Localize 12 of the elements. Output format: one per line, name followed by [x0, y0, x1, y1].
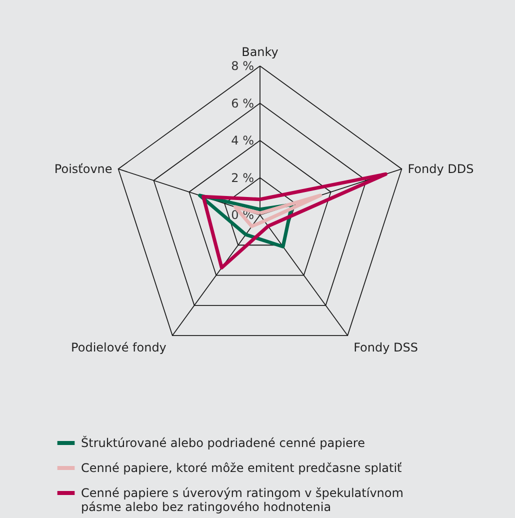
y-tick-label: 6 %: [231, 96, 254, 110]
y-tick-label: 8 %: [231, 59, 254, 73]
legend-label: Cenné papiere, ktoré môže emitent predčasne splatiť: [81, 461, 402, 475]
spoke-label: Poisťovne: [54, 162, 112, 176]
y-tick-label: 2 %: [231, 170, 254, 185]
spoke-label: Podielové fondy: [71, 340, 166, 355]
spoke-label: Banky: [242, 45, 278, 59]
spoke-label: Fondy DDS: [408, 162, 474, 176]
legend-label: Štruktúrované alebo podriadené cenné papiere: [81, 435, 365, 450]
legend-label: Cenné papiere s úverovým ratingom v špekulatívnom pásme alebo bez ratingového hodnotenia: [81, 486, 404, 514]
y-tick-label: 4 %: [231, 134, 254, 148]
spoke-label: Fondy DSS: [354, 340, 418, 355]
